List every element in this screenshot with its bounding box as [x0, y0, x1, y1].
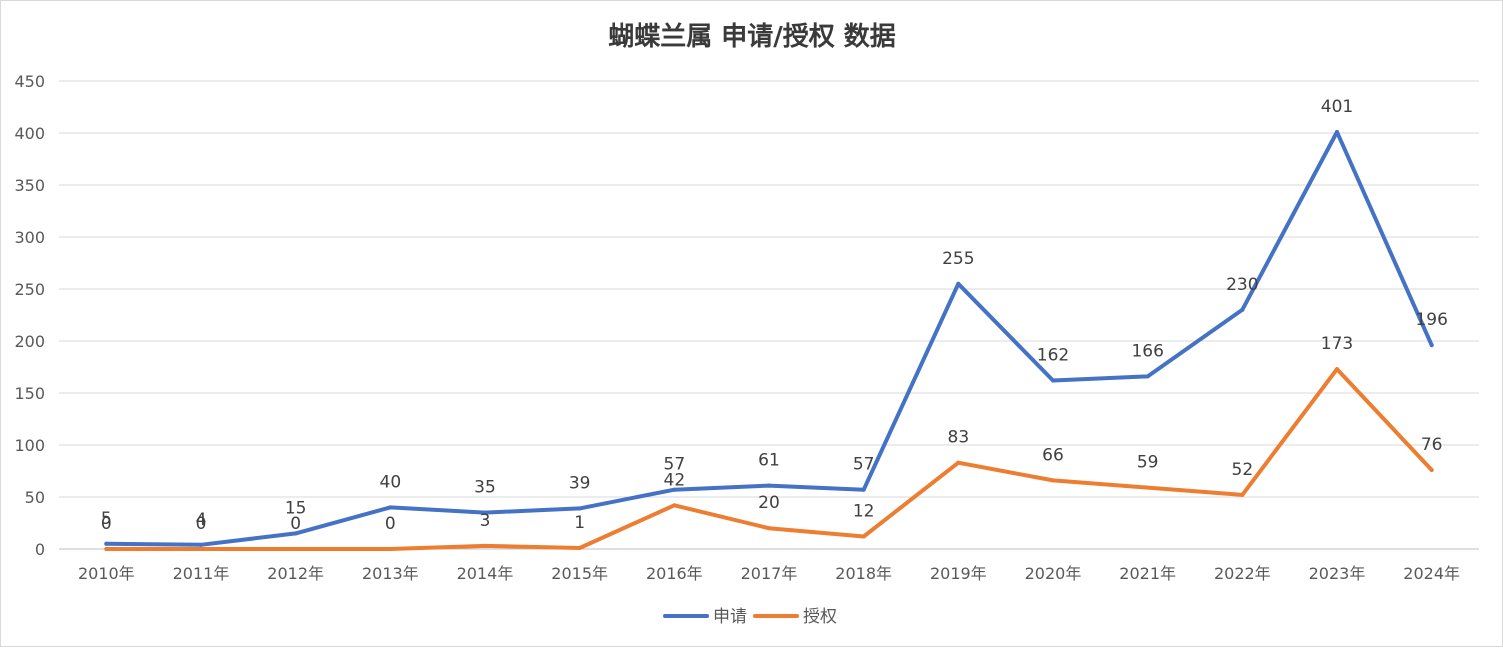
data-label: 173 [1321, 334, 1353, 354]
data-point [1145, 485, 1150, 490]
data-label: 57 [664, 455, 686, 475]
data-point [1429, 343, 1434, 348]
data-point [293, 531, 298, 536]
data-point [861, 487, 866, 492]
data-point [293, 547, 298, 551]
legend-item-grants: 授权 [753, 607, 837, 627]
data-point [1240, 492, 1245, 497]
y-tick-label: 200 [14, 332, 45, 351]
data-label: 61 [758, 451, 780, 471]
data-label: 83 [948, 428, 970, 448]
data-label: 15 [285, 498, 307, 518]
data-point [861, 534, 866, 539]
y-tick-label: 50 [25, 488, 45, 507]
data-point [199, 542, 203, 547]
chart-title: 蝴蝶兰属 申请/授权 数据 [608, 22, 896, 52]
y-tick-label: 100 [14, 436, 45, 455]
data-label: 52 [1232, 460, 1254, 480]
data-point [1051, 378, 1055, 383]
data-point [1335, 367, 1339, 372]
data-point [672, 503, 677, 508]
data-point [1335, 129, 1339, 134]
data-label: 3 [480, 511, 491, 531]
data-point [1051, 478, 1055, 483]
y-tick-label: 0 [35, 540, 45, 559]
x-tick-label: 2018年 [835, 564, 892, 583]
data-label: 166 [1131, 341, 1163, 361]
data-point [104, 541, 109, 546]
data-label: 20 [758, 493, 780, 513]
y-tick-label: 400 [14, 124, 45, 143]
y-tick-label: 150 [14, 384, 45, 403]
x-tick-label: 2011年 [173, 564, 230, 583]
data-label: 0 [290, 514, 301, 534]
data-point [767, 483, 771, 488]
x-tick-label: 2022年 [1214, 564, 1271, 583]
x-axis-ticks: 2010年 2011年 2012年 2013年 2014年 2015年 2016年 2017年… [78, 564, 1460, 583]
x-tick-label: 2013年 [362, 564, 419, 583]
data-point [199, 547, 203, 551]
x-tick-label: 2015年 [551, 564, 608, 583]
y-axis-ticks: 0 50 100 150 200 250 300 350 400 450 [14, 72, 45, 559]
data-label: 39 [569, 473, 591, 493]
data-point [483, 510, 487, 515]
data-label: 0 [385, 514, 396, 534]
series-lines [104, 129, 1434, 551]
x-tick-label: 2021年 [1119, 564, 1176, 583]
data-point [767, 526, 771, 531]
legend-label: 授权 [803, 607, 837, 627]
data-label: 230 [1226, 275, 1258, 295]
data-label: 66 [1042, 445, 1064, 465]
x-tick-label: 2023年 [1309, 564, 1366, 583]
data-label: 4 [196, 510, 207, 530]
y-tick-label: 350 [14, 176, 45, 195]
data-point [388, 547, 393, 551]
data-point [1429, 467, 1434, 472]
data-point [104, 547, 109, 551]
gridlines [59, 80, 1479, 550]
x-tick-label: 2010年 [78, 564, 135, 583]
y-tick-label: 300 [14, 228, 45, 247]
x-tick-label: 2012年 [267, 564, 324, 583]
data-label: 0 [196, 514, 207, 534]
x-tick-label: 2014年 [457, 564, 514, 583]
series-line-applications [104, 130, 1434, 547]
data-label: 162 [1037, 346, 1069, 366]
data-point [956, 281, 961, 286]
data-label: 401 [1321, 97, 1353, 117]
legend-label: 申请 [713, 607, 747, 627]
legend: 申请 授权 [663, 607, 837, 627]
data-point [577, 545, 582, 550]
x-tick-label: 2019年 [930, 564, 987, 583]
data-label: 196 [1415, 310, 1447, 330]
data-label: 76 [1421, 435, 1443, 455]
data-label: 12 [853, 502, 875, 522]
y-tick-label: 450 [14, 72, 45, 91]
data-label: 1 [574, 513, 585, 533]
data-point [483, 543, 487, 548]
data-label: 0 [101, 514, 112, 534]
data-point [1145, 374, 1150, 379]
data-label: 5 [101, 509, 112, 529]
legend-item-applications: 申请 [663, 607, 747, 627]
data-label: 35 [474, 478, 496, 498]
y-tick-label: 250 [14, 280, 45, 299]
x-tick-label: 2016年 [646, 564, 703, 583]
data-point [672, 487, 677, 492]
data-point [956, 460, 961, 465]
data-point [388, 505, 393, 510]
data-point [577, 506, 582, 511]
x-tick-label: 2020年 [1025, 564, 1082, 583]
data-label: 59 [1137, 453, 1159, 473]
data-label: 40 [380, 472, 402, 492]
x-tick-label: 2024年 [1403, 564, 1460, 583]
x-tick-label: 2017年 [741, 564, 798, 583]
data-label: 57 [853, 455, 875, 475]
data-point [1240, 307, 1245, 312]
data-label: 42 [664, 470, 686, 490]
data-label: 255 [942, 249, 974, 269]
